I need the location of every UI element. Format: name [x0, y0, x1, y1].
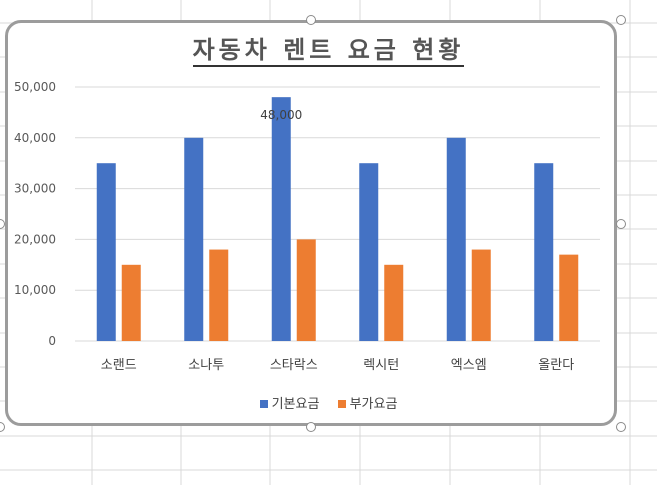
y-tick-label: 10,000 — [14, 283, 56, 297]
x-tick-label: 올란다 — [538, 358, 574, 373]
bar-basic-fee — [96, 163, 116, 341]
legend-label-extra-fee: 부가요금 — [349, 397, 398, 412]
legend-item-basic-fee: 기본요금 — [259, 393, 320, 412]
data-label: 48,000 — [260, 108, 302, 122]
resize-handle-top-right[interactable] — [616, 15, 626, 25]
bar-extra-fee — [121, 264, 141, 341]
chart-title: 자동차 렌트 요금 현황 — [0, 30, 657, 67]
x-tick-label: 렉시턴 — [363, 358, 399, 373]
legend-label-basic-fee: 기본요금 — [271, 397, 320, 412]
bar-basic-fee — [359, 163, 379, 341]
bar-extra-fee — [296, 239, 316, 341]
legend-swatch-extra-fee — [337, 399, 346, 408]
resize-handle-bottom-right[interactable] — [616, 422, 626, 432]
y-tick-label: 30,000 — [14, 182, 56, 196]
bar-basic-fee — [271, 97, 291, 341]
x-tick-label: 스타락스 — [270, 358, 318, 373]
bar-extra-fee — [559, 254, 579, 341]
resize-handle-bottom[interactable] — [306, 422, 316, 432]
x-tick-label: 소랜드 — [101, 358, 137, 373]
y-tick-label: 0 — [48, 334, 56, 348]
y-tick-label: 50,000 — [14, 80, 56, 94]
legend-item-extra-fee: 부가요금 — [337, 393, 398, 412]
bar-extra-fee — [471, 249, 491, 341]
bar-basic-fee — [446, 137, 466, 341]
bar-basic-fee — [534, 163, 554, 341]
resize-handle-top[interactable] — [306, 15, 316, 25]
y-tick-label: 20,000 — [14, 232, 56, 246]
bar-basic-fee — [184, 137, 204, 341]
legend-swatch-basic-fee — [259, 399, 268, 408]
x-tick-label: 엑스엠 — [451, 358, 487, 373]
x-tick-label: 소나투 — [188, 358, 224, 373]
legend: 기본요금 부가요금 — [0, 393, 657, 412]
bar-extra-fee — [209, 249, 229, 341]
y-tick-label: 40,000 — [14, 131, 56, 145]
resize-handle-right[interactable] — [616, 219, 626, 229]
bar-extra-fee — [384, 264, 404, 341]
